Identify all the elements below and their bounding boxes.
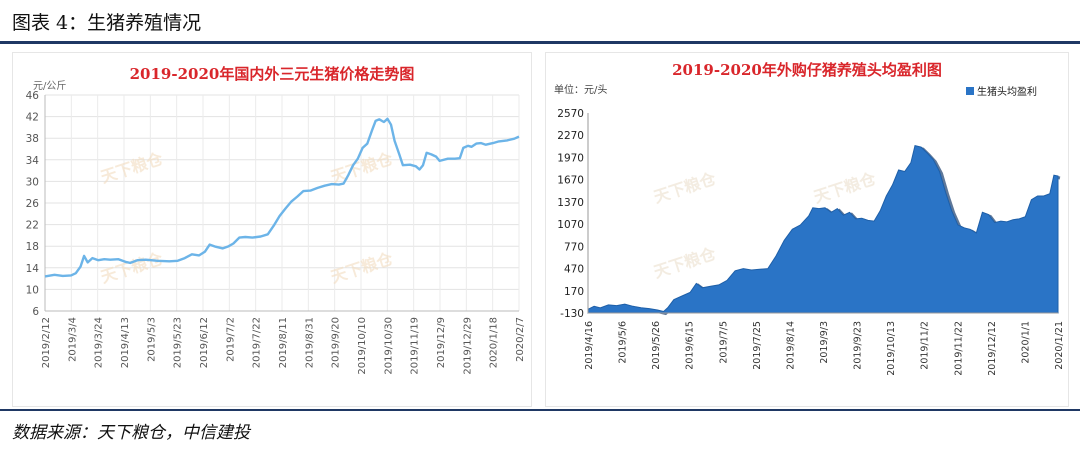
x-tick-label: 2019/6/12 (199, 317, 210, 368)
x-tick-label: 2019/8/31 (304, 317, 315, 368)
x-tick-label: 2019/4/16 (584, 321, 595, 370)
watermark: 天下粮仓 (811, 169, 879, 207)
x-tick-label: 2019/12/29 (462, 317, 473, 375)
chart-title: 2019-2020年外购仔猪养殖头均盈利图 (672, 61, 942, 79)
y-tick-label: 1070 (557, 219, 584, 231)
footer-rule (0, 409, 1080, 411)
y-tick-label: 1370 (557, 197, 584, 209)
y-tick-label: 34 (26, 155, 40, 167)
source-note: 数据来源：天下粮仓，中信建投 (12, 423, 250, 443)
y-tick-label: 770 (564, 241, 584, 253)
x-tick-label: 2020/1/1 (1020, 321, 1031, 364)
x-tick-label: 2019/2/12 (41, 317, 52, 368)
y-tick-label: 2270 (557, 130, 584, 142)
watermark: 天下粮仓 (328, 249, 396, 287)
x-tick-label: 2019/12/9 (436, 317, 447, 368)
price-series-line (44, 117, 520, 278)
legend-swatch (966, 87, 974, 95)
y-tick-label: 1670 (557, 175, 584, 187)
legend-label: 生猪头均盈利 (977, 85, 1037, 98)
profit-series-area (587, 144, 1059, 314)
watermark: 天下粮仓 (98, 249, 166, 287)
x-tick-label: 2019/10/13 (886, 321, 897, 376)
watermark: 天下粮仓 (651, 169, 719, 207)
y-tick-label: 10 (26, 284, 39, 296)
x-tick-label: 2019/5/26 (651, 321, 662, 370)
x-tick-label: 2019/9/3 (819, 321, 830, 364)
y-tick-label: 6 (32, 306, 39, 318)
x-tick-label: 2019/5/3 (146, 317, 157, 362)
x-tick-label: 2019/7/5 (718, 321, 729, 364)
y-tick-label: 2570 (557, 108, 584, 120)
x-tick-label: 2019/11/22 (953, 321, 964, 376)
price-chart-panel: 2019-2020年国内外三元生猪价格走势图元/公斤 6 10 14 18 22 26 30 3… (12, 52, 532, 407)
x-tick-label: 2019/8/11 (278, 317, 289, 368)
x-tick-label: 2019/5/6 (618, 321, 629, 364)
y-tick-label: 42 (26, 112, 39, 124)
x-tick-label: 2019/9/20 (331, 317, 342, 368)
x-tick-label: 2020/2/7 (515, 317, 526, 362)
y-tick-label: 470 (564, 264, 584, 276)
x-tick-label: 2019/6/15 (685, 321, 696, 370)
x-tick-label: 2019/7/25 (752, 321, 763, 370)
x-tick-label: 2019/11/19 (410, 317, 421, 375)
y-tick-label: 26 (26, 198, 40, 210)
y-tick-label: 30 (26, 176, 39, 188)
chart-title: 2019-2020年国内外三元生猪价格走势图 (130, 65, 415, 83)
y-axis-unit: 元/公斤 (33, 80, 66, 92)
y-tick-label: 18 (26, 241, 39, 253)
header-rule (0, 41, 1080, 44)
x-tick-label: 2019/3/24 (94, 317, 105, 368)
y-tick-label: 14 (26, 263, 40, 275)
profit-chart-panel: 2019-2020年外购仔猪养殖头均盈利图单位：元/头 生猪头均盈利 -130 170… (545, 52, 1069, 407)
x-tick-label: 2019/7/22 (252, 317, 263, 368)
x-tick-label: 2019/12/12 (987, 321, 998, 376)
watermark: 天下粮仓 (651, 244, 719, 282)
y-tick-label: 170 (564, 286, 584, 298)
y-tick-label: 38 (26, 133, 39, 145)
y-tick-label: 46 (26, 90, 40, 102)
y-tick-label: 22 (26, 220, 39, 232)
figure-title: 图表 4：生猪养殖情况 (12, 12, 202, 34)
x-tick-label: 2019/10/10 (357, 317, 368, 375)
x-tick-label: 2019/8/14 (785, 321, 796, 370)
x-tick-label: 2019/10/30 (383, 317, 394, 375)
x-tick-label: 2019/9/23 (853, 321, 864, 370)
y-axis-unit: 单位：元/头 (554, 83, 607, 96)
x-tick-label: 2020/1/21 (1054, 321, 1065, 370)
x-tick-label: 2019/5/23 (173, 317, 184, 368)
x-tick-label: 2020/1/18 (489, 317, 500, 368)
x-tick-label: 2019/7/2 (225, 317, 236, 362)
x-tick-label: 2019/11/2 (920, 321, 931, 370)
y-tick-label: 1970 (557, 152, 584, 164)
x-tick-label: 2019/4/13 (120, 317, 131, 368)
y-tick-label: -130 (560, 308, 584, 320)
x-tick-label: 2019/3/4 (67, 317, 78, 362)
